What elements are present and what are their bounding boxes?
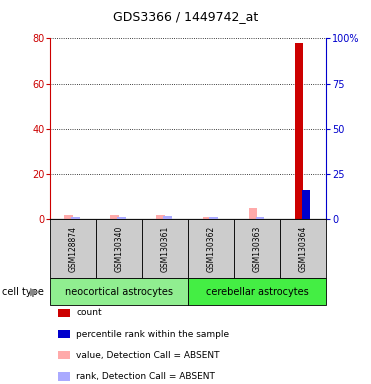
Bar xyxy=(96,219,142,278)
Text: value, Detection Call = ABSENT: value, Detection Call = ABSENT xyxy=(76,351,220,360)
Bar xyxy=(50,278,188,305)
Bar xyxy=(111,215,119,219)
Text: neocortical astrocytes: neocortical astrocytes xyxy=(65,287,173,297)
Text: GSM130361: GSM130361 xyxy=(161,225,170,272)
Text: count: count xyxy=(76,308,102,318)
Bar xyxy=(117,217,126,219)
Bar xyxy=(210,217,218,219)
Text: ▶: ▶ xyxy=(30,287,39,297)
Text: percentile rank within the sample: percentile rank within the sample xyxy=(76,329,229,339)
Bar xyxy=(280,219,326,278)
Bar xyxy=(157,215,165,219)
Text: cell type: cell type xyxy=(2,287,44,297)
Text: GDS3366 / 1449742_at: GDS3366 / 1449742_at xyxy=(113,10,258,23)
Bar xyxy=(64,215,73,219)
Bar xyxy=(188,278,326,305)
Bar xyxy=(302,190,310,219)
Bar xyxy=(249,208,257,219)
Bar xyxy=(295,43,303,219)
Text: GSM130340: GSM130340 xyxy=(115,225,124,272)
Bar xyxy=(188,219,234,278)
Text: cerebellar astrocytes: cerebellar astrocytes xyxy=(206,287,309,297)
Bar xyxy=(71,217,79,219)
Bar xyxy=(234,219,280,278)
Text: GSM128874: GSM128874 xyxy=(69,226,78,271)
Bar xyxy=(203,217,211,219)
Bar xyxy=(256,217,264,219)
Bar xyxy=(142,219,188,278)
Text: GSM130362: GSM130362 xyxy=(207,225,216,272)
Text: rank, Detection Call = ABSENT: rank, Detection Call = ABSENT xyxy=(76,372,215,381)
Text: GSM130364: GSM130364 xyxy=(299,225,308,272)
Bar xyxy=(50,219,96,278)
Text: GSM130363: GSM130363 xyxy=(253,225,262,272)
Bar xyxy=(163,216,172,219)
